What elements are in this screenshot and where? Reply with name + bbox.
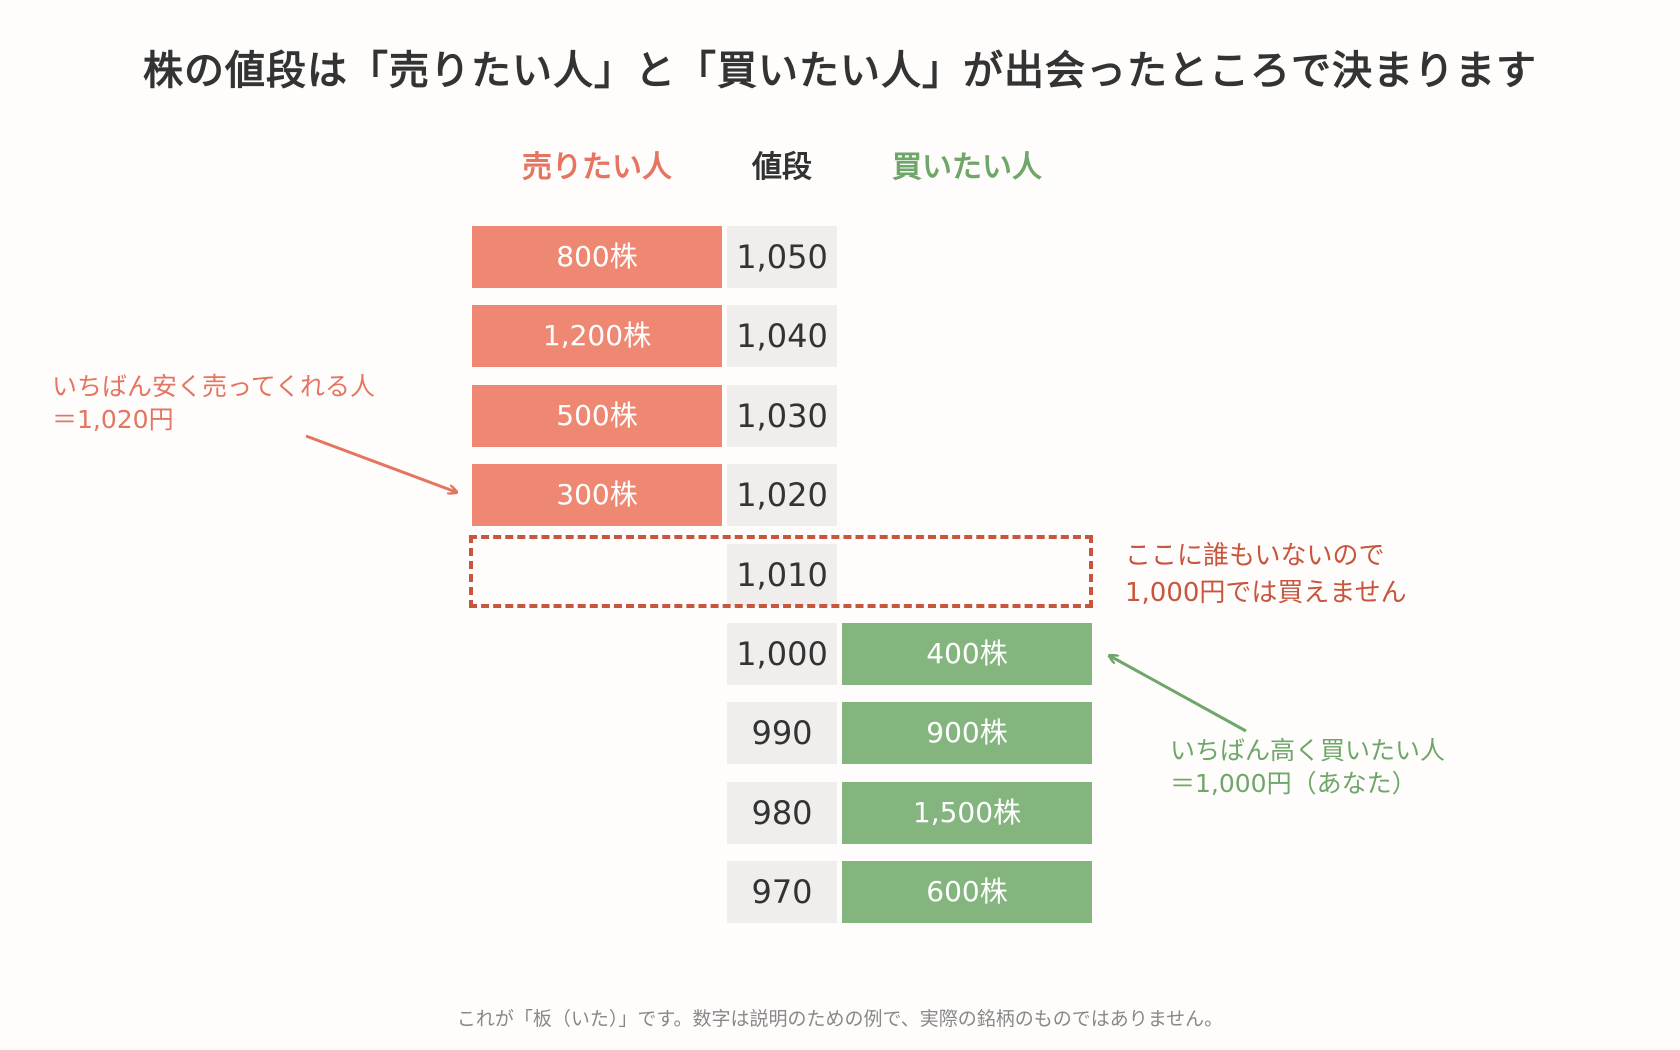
sell-order-2: 500株 — [472, 385, 722, 447]
gap-note-line-2: 1,000円では買えません — [1125, 578, 1407, 608]
price-level-0: 1,050 — [727, 226, 837, 288]
gap-note-line-1: ここに誰もいないので — [1125, 541, 1385, 571]
column-header-buyers: 買いたい人 — [892, 150, 1042, 185]
column-header-price: 値段 — [752, 150, 812, 185]
column-header-sellers: 売りたい人 — [522, 150, 672, 185]
buy-order-7: 1,500株 — [842, 782, 1092, 844]
lowest-seller-note: いちばん安く売ってくれる人 ＝1,020円 — [52, 370, 375, 436]
price-level-1: 1,040 — [727, 305, 837, 367]
footer-caption: これが「板（いた）」です。数字は説明のための例で、実際の銘柄のものではありません… — [456, 1008, 1224, 1030]
price-level-3: 1,020 — [727, 464, 837, 526]
gap-note: ここに誰もいないので 1,000円では買えません — [1125, 538, 1407, 612]
highest-buyer-note-line-2: ＝1,000円（あなた） — [1170, 769, 1417, 798]
gap-highlight-box — [469, 535, 1093, 608]
price-level-6: 990 — [727, 702, 837, 764]
page-title: 株の値段は「売りたい人」と「買いたい人」が出会ったところで決まります — [143, 48, 1537, 94]
price-level-2: 1,030 — [727, 385, 837, 447]
lowest-seller-note-line-1: いちばん安く売ってくれる人 — [52, 372, 376, 401]
arrow-to-highest-buyer — [1110, 656, 1247, 733]
sell-order-0: 800株 — [472, 226, 722, 288]
price-level-7: 980 — [727, 782, 837, 844]
price-level-5: 1,000 — [727, 623, 837, 685]
price-level-8: 970 — [727, 861, 837, 923]
price-level-4: 1,010 — [727, 544, 837, 606]
highest-buyer-note: いちばん高く買いたい人 ＝1,000円（あなた） — [1170, 734, 1445, 800]
lowest-seller-note-line-2: ＝1,020円 — [52, 405, 174, 434]
arrow-to-lowest-seller — [305, 434, 456, 492]
sell-order-1: 1,200株 — [472, 305, 722, 367]
buy-order-5: 400株 — [842, 623, 1092, 685]
sell-order-3: 300株 — [472, 464, 722, 526]
highest-buyer-note-line-1: いちばん高く買いたい人 — [1170, 736, 1446, 765]
buy-order-6: 900株 — [842, 702, 1092, 764]
buy-order-8: 600株 — [842, 861, 1092, 923]
